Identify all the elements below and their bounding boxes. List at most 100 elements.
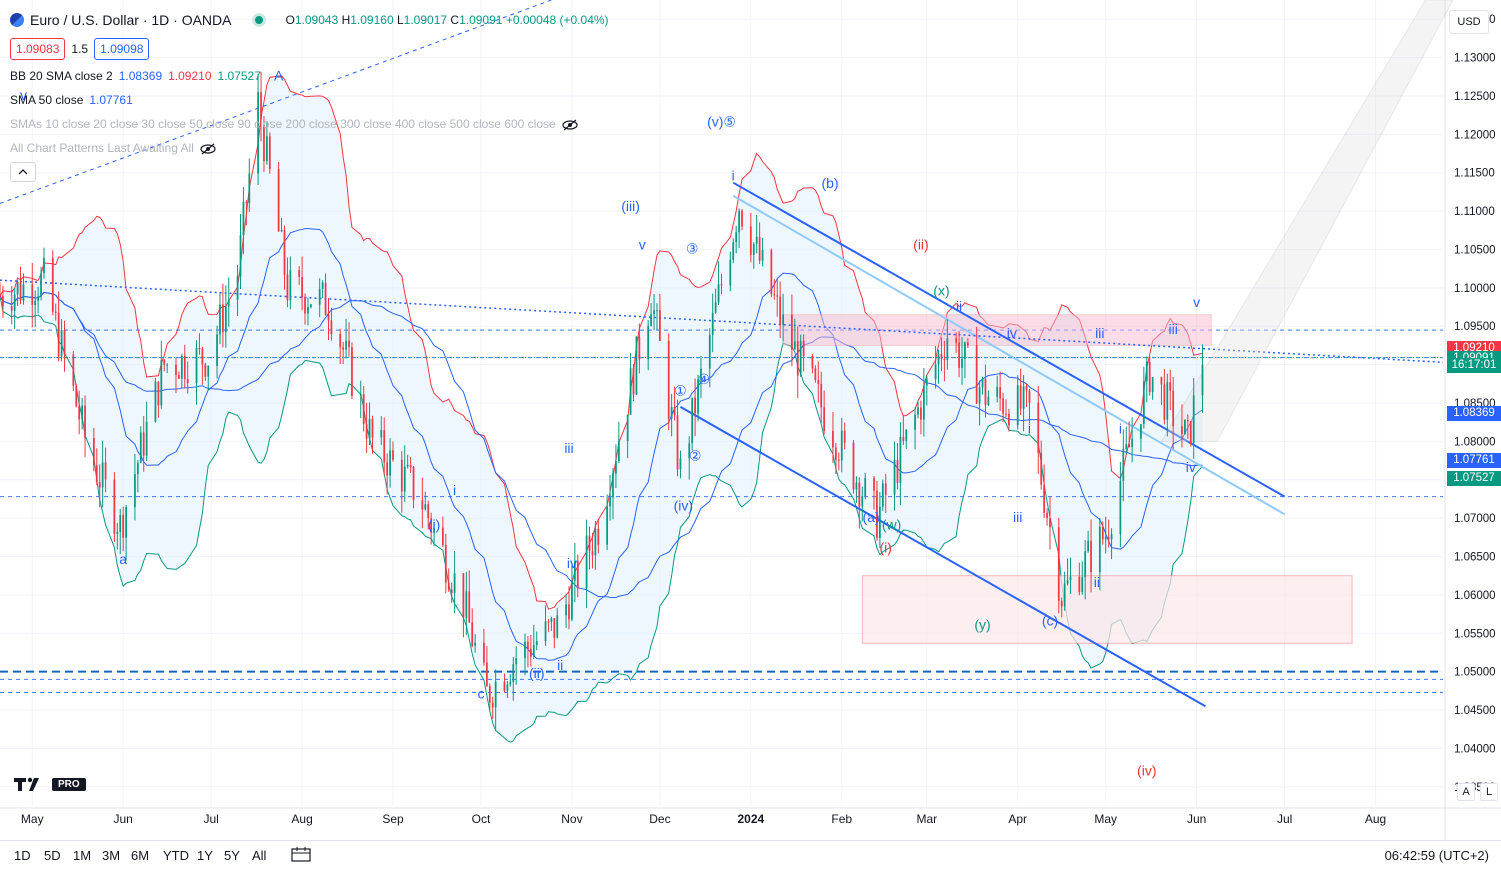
candle-body [371,418,374,438]
market-status-icon[interactable] [251,13,266,27]
candle-body [474,642,477,646]
candle-body [236,276,239,300]
candle-body [864,477,867,496]
candle-body [617,441,620,462]
time-tick-label: Jul [1277,812,1292,826]
patterns-indicator-name[interactable]: All Chart Patterns Last Awaiting All [10,141,194,155]
candle-body [216,334,218,366]
candle-body [975,345,978,404]
hidden-eye-icon[interactable] [562,119,578,131]
candle-body [81,405,84,420]
candle-body [758,236,761,261]
candle-body [1098,526,1101,573]
resistance-zone [782,314,1212,346]
candle-body [31,284,34,305]
timeframe-button[interactable]: 6M [131,848,150,863]
candle-body [773,294,776,296]
candle-body [450,589,453,593]
candle-body [899,436,902,483]
price-axis-label: 1.08369 [1447,406,1501,422]
candle-body [362,394,365,425]
candle-body [1081,577,1084,593]
candle-body [304,297,306,314]
candle-body [160,360,163,406]
candle-body [981,378,984,388]
candle-body [858,482,861,507]
candle-body [876,490,878,539]
bollinger-band-fill [0,75,1203,743]
candle-body [597,528,600,545]
timeframe-button[interactable]: 5Y [224,848,240,863]
candle-body [1145,361,1148,382]
buy-button[interactable]: 1.09098 [94,38,150,60]
candle-body [227,299,230,307]
wave-label: a [119,551,127,567]
timeframe-button[interactable]: 3M [102,848,121,863]
candle-body [503,681,506,691]
timeframe-button[interactable]: 1M [73,848,92,863]
ohlc-values: O1.09043 H1.09160 L1.09017 C1.09091 +0.0… [286,12,609,28]
wave-label: v [639,236,646,252]
candle-body [201,348,204,365]
candle-body [283,229,286,275]
clock-display[interactable]: 06:42:59 (UTC+2) [1384,848,1489,863]
timeframe-button[interactable]: YTD [163,848,189,863]
candle-body [145,421,148,456]
symbol-title[interactable]: Euro / U.S. Dollar · 1D · OANDA [30,12,232,28]
price-tick-label: 1.05000 [1454,667,1496,679]
candle-body [749,226,752,255]
tradingview-logo[interactable]: PRO [14,777,86,791]
candle-body [550,618,553,622]
log-scale-button[interactable]: L [1480,783,1498,801]
candle-body [409,464,412,468]
candle-body [738,210,740,233]
candle-body [1063,583,1066,607]
candle-body [902,436,905,441]
spread-value: 1.5 [71,42,89,56]
wave-label: (i) [428,517,440,533]
candle-body [494,681,497,708]
candle-body [483,642,485,663]
candle-body [755,236,758,244]
candle-body [996,387,999,397]
candle-body [359,394,362,396]
timeframe-button[interactable]: All [252,848,267,863]
timeframe-button[interactable]: 1Y [197,848,213,863]
candle-body [1028,390,1031,403]
candle-body [424,504,427,510]
long-trend-dotted-line [0,279,1444,364]
date-range-icon[interactable] [291,846,311,865]
candle-body [318,288,321,305]
bb-indicator-name[interactable]: BB 20 SMA close 2 [10,69,113,83]
smas-indicator-name[interactable]: SMAs 10 close 20 close 30 close 50 close… [10,117,556,131]
candle-body [688,443,691,459]
candle-body [656,310,658,312]
candle-body [524,641,526,659]
sell-button[interactable]: 1.09083 [10,38,66,60]
wave-label: ③ [686,240,699,256]
candle-body [1148,361,1151,393]
rising-channel [1160,0,1454,442]
timeframe-button[interactable]: 1D [14,848,31,863]
candle-body [999,387,1002,399]
auto-scale-button[interactable]: A [1457,783,1475,801]
time-tick-label: May [1094,812,1117,826]
candle-body [101,462,104,488]
candle-body [348,340,350,348]
timeframe-button[interactable]: 5D [44,848,61,863]
candle-body [277,169,280,232]
currency-button[interactable]: USD [1449,10,1489,34]
time-tick-label: Jun [1187,812,1206,826]
hidden-eye-icon[interactable] [200,143,216,155]
candle-body [307,307,309,314]
candle-body [565,604,567,616]
candle-body [1104,536,1107,540]
candle-body [691,397,694,444]
candle-body [937,353,940,365]
price-tick-label: 1.04500 [1454,705,1496,717]
candle-body [204,364,207,377]
collapse-legend-button[interactable] [10,162,36,182]
sma-indicator-name[interactable]: SMA 50 close [10,93,84,107]
